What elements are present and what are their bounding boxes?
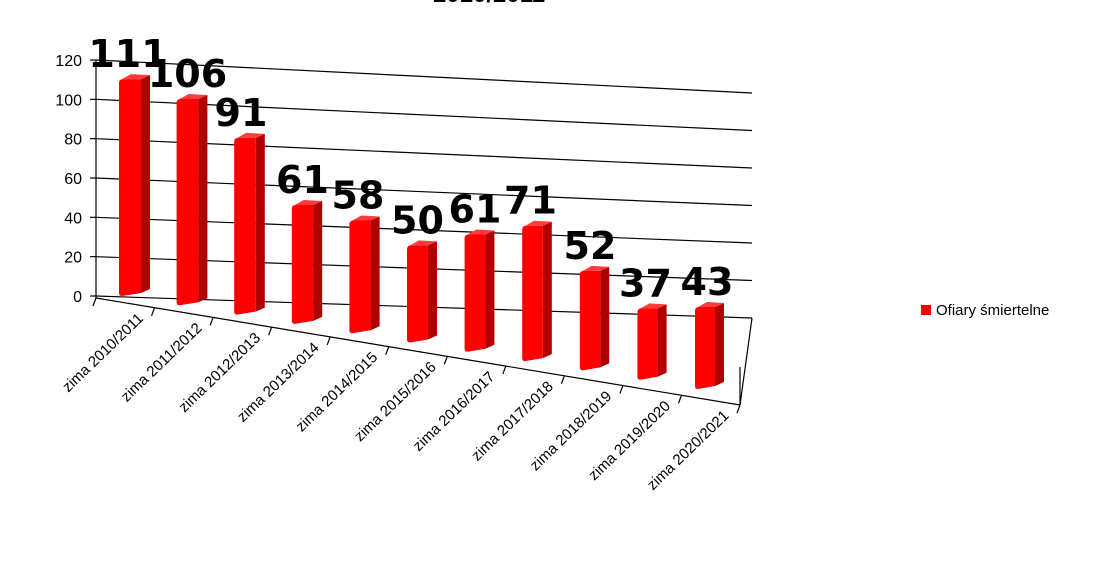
bar-side [485, 230, 495, 349]
data-label: 52 [564, 224, 617, 268]
bar-top [410, 240, 437, 246]
bar-side [715, 302, 724, 386]
y-tick-label: 60 [64, 171, 82, 188]
bar-front [464, 234, 486, 352]
bar [407, 240, 437, 343]
bar [176, 93, 208, 306]
bar [119, 74, 150, 296]
y-axis-ticks: 0 20 40 60 80 100 120 [55, 53, 96, 306]
bar-top [294, 199, 323, 205]
legend: Ofiary śmiertelne [921, 302, 1049, 319]
x-tick [209, 317, 214, 326]
bar-front [522, 225, 543, 362]
data-label: 58 [332, 173, 385, 217]
y-tick-label: 80 [64, 132, 82, 149]
bar-top [582, 265, 610, 271]
bar-front [349, 220, 371, 334]
axes [92, 60, 753, 414]
floor-right-edge [739, 317, 753, 406]
bar-top [467, 229, 495, 235]
legend-swatch [921, 305, 931, 315]
y-tick-label: 0 [73, 289, 82, 306]
bar-top [179, 93, 208, 99]
data-label: 43 [681, 260, 734, 304]
bar [234, 132, 265, 315]
bar-top [237, 132, 265, 138]
x-tick [502, 365, 507, 375]
bar-front [637, 308, 658, 380]
x-tick [326, 336, 331, 346]
x-tick [560, 375, 565, 385]
bar-top [525, 220, 552, 226]
x-tick [677, 395, 683, 404]
x-tick [443, 356, 448, 365]
bar [291, 199, 323, 324]
data-label: 71 [504, 179, 557, 223]
bar [522, 220, 552, 362]
data-label: 50 [391, 198, 444, 242]
bar [695, 301, 724, 389]
bar-front [119, 79, 141, 296]
bar-front [695, 306, 715, 389]
data-label: 61 [449, 188, 502, 232]
chart-title: 2010/2011 [433, 0, 545, 8]
bar-side [542, 221, 552, 359]
x-tick [150, 307, 156, 316]
bar [579, 265, 610, 371]
data-label: 91 [215, 91, 268, 135]
bar-top [122, 74, 150, 80]
y-tick-label: 100 [55, 92, 82, 109]
data-label: 111 [88, 32, 167, 76]
bar-front [579, 270, 601, 371]
bar [349, 215, 380, 334]
bar-side [657, 304, 667, 377]
bar-front [234, 137, 256, 315]
bar-front [176, 98, 199, 306]
data-label: 106 [148, 52, 227, 96]
bar-top [698, 301, 724, 307]
x-tick [385, 346, 390, 355]
bar-side [255, 133, 265, 312]
y-tick-label: 20 [64, 250, 82, 267]
data-label: 61 [276, 158, 329, 202]
x-tick [268, 326, 273, 336]
x-tick [92, 297, 97, 307]
bars [119, 74, 724, 389]
bar-side [198, 94, 208, 303]
bar-top [352, 215, 380, 221]
bar-top [640, 303, 667, 309]
legend-label: Ofiary śmiertelne [936, 302, 1049, 319]
bar-side [141, 75, 150, 293]
bar-side [428, 241, 437, 340]
y-tick-label: 120 [55, 53, 82, 70]
gridline [95, 59, 753, 94]
bar-side [313, 200, 323, 321]
data-label: 37 [619, 261, 672, 305]
bar-front [291, 204, 314, 324]
x-tick [736, 404, 741, 414]
y-tick-label: 40 [64, 210, 82, 227]
bar [637, 303, 667, 380]
bar-side [600, 266, 610, 368]
bar [464, 229, 495, 352]
x-axis-line [95, 297, 741, 406]
x-tick [619, 385, 624, 394]
bar-side [370, 216, 380, 331]
bar-front [407, 245, 428, 343]
